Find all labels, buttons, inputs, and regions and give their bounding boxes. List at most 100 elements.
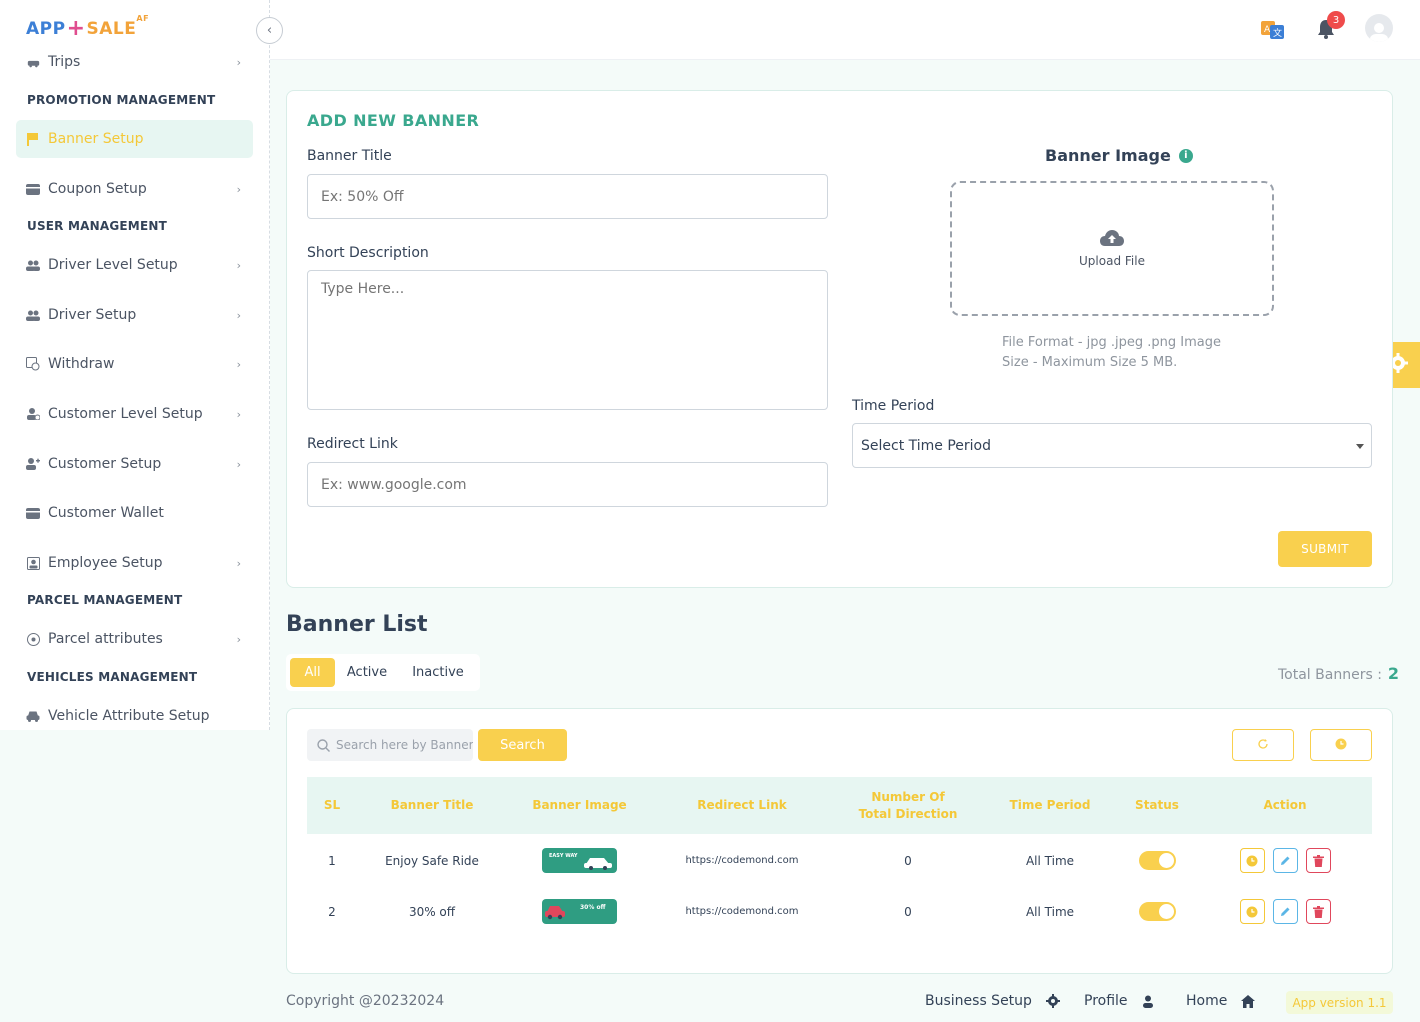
user-level-icon bbox=[26, 407, 40, 421]
upload-file-label: Upload File bbox=[1079, 254, 1145, 268]
sidebar-item-banner-setup[interactable]: Banner Setup bbox=[16, 120, 253, 158]
search-button[interactable]: Search bbox=[478, 729, 567, 761]
users-icon bbox=[26, 258, 40, 272]
person-icon bbox=[1142, 995, 1154, 1008]
thumbnail-text: 30% off bbox=[580, 904, 606, 911]
logo-superscript: AF bbox=[136, 14, 150, 23]
cell-status bbox=[1117, 886, 1197, 937]
time-period-value: Select Time Period bbox=[861, 437, 992, 454]
sidebar-item-customer-setup[interactable]: Customer Setup › bbox=[16, 445, 253, 483]
home-icon bbox=[1241, 994, 1256, 1008]
footer-business-setup-link[interactable]: Business Setup bbox=[925, 993, 1060, 1009]
sidebar-item-customer-wallet[interactable]: Customer Wallet bbox=[16, 494, 253, 532]
trash-icon bbox=[1312, 854, 1324, 867]
redirect-link-input[interactable] bbox=[307, 462, 828, 507]
cell-redirect-link[interactable]: https://codemond.com bbox=[685, 906, 799, 917]
sidebar-item-label: Coupon Setup bbox=[48, 181, 147, 197]
hint-line-1: File Format - jpg .jpeg .png Image bbox=[1002, 335, 1222, 350]
section-heading-user: USER MANAGEMENT bbox=[27, 219, 167, 233]
sidebar-item-trips[interactable]: Trips › bbox=[16, 44, 253, 80]
cell-redirect-link[interactable]: https://codemond.com bbox=[685, 855, 799, 866]
tab-all[interactable]: All bbox=[290, 658, 335, 687]
sidebar-item-customer-level-setup[interactable]: Customer Level Setup › bbox=[16, 395, 253, 433]
app-version-badge: App version 1.1 bbox=[1286, 991, 1393, 1014]
logo-text-sale: SALE bbox=[86, 18, 137, 39]
total-banners-count: 2 bbox=[1387, 664, 1400, 683]
footer-link-label: Business Setup bbox=[925, 993, 1032, 1009]
sidebar-item-label: Trips bbox=[48, 54, 81, 70]
sidebar-item-label: Driver Setup bbox=[48, 307, 137, 323]
chevron-right-icon: › bbox=[236, 556, 241, 570]
sidebar-item-label: Employee Setup bbox=[48, 555, 163, 571]
column-header-total-direction: Number Of Total Direction bbox=[858, 789, 958, 821]
sidebar-item-employee-setup[interactable]: Employee Setup › bbox=[16, 544, 253, 582]
car-icon bbox=[26, 709, 40, 723]
trash-icon bbox=[1312, 905, 1324, 918]
table-header: SL Banner Title Banner Image Redirect Li… bbox=[307, 777, 1372, 834]
column-header-action: Action bbox=[1263, 798, 1307, 812]
cell-time-period: All Time bbox=[1025, 904, 1075, 919]
info-icon[interactable]: i bbox=[1178, 148, 1193, 163]
gear-icon bbox=[1045, 994, 1060, 1008]
short-description-textarea[interactable] bbox=[307, 270, 828, 410]
car-illustration-icon bbox=[584, 858, 612, 870]
chevron-right-icon: › bbox=[236, 357, 241, 371]
column-header-banner-title: Banner Title bbox=[390, 798, 474, 812]
section-heading-vehicles: VEHICLES MANAGEMENT bbox=[27, 670, 198, 684]
logo-text-app: APP bbox=[26, 18, 66, 39]
search-placeholder: Search here by Banner bbox=[336, 738, 473, 752]
footer-profile-link[interactable]: Profile bbox=[1084, 993, 1154, 1009]
banner-thumbnail[interactable]: 30% off bbox=[542, 899, 617, 924]
clock-icon bbox=[1335, 738, 1347, 753]
edit-action-button[interactable] bbox=[1272, 848, 1298, 873]
delete-action-button[interactable] bbox=[1305, 848, 1331, 873]
history-action-button[interactable] bbox=[1239, 899, 1265, 924]
time-period-select[interactable]: Select Time Period bbox=[852, 423, 1372, 468]
status-toggle[interactable] bbox=[1138, 851, 1176, 870]
section-heading-parcel: PARCEL MANAGEMENT bbox=[27, 593, 183, 607]
banner-thumbnail[interactable]: EASY WAY bbox=[542, 848, 617, 873]
chevron-right-icon: › bbox=[236, 308, 241, 322]
sidebar-item-withdraw[interactable]: Withdraw › bbox=[16, 345, 253, 383]
tab-inactive[interactable]: Inactive bbox=[412, 665, 464, 680]
clock-icon bbox=[1246, 855, 1258, 866]
cell-total-direction: 0 bbox=[904, 904, 912, 919]
upload-file-dropzone[interactable]: Upload File bbox=[950, 181, 1274, 316]
banner-title-input[interactable] bbox=[307, 174, 828, 219]
submit-button[interactable]: SUBMIT bbox=[1278, 531, 1372, 567]
time-period-label: Time Period bbox=[852, 398, 935, 414]
wallet-icon bbox=[26, 506, 40, 520]
chevron-right-icon: › bbox=[236, 457, 241, 471]
section-heading-promotion: PROMOTION MANAGEMENT bbox=[27, 93, 216, 107]
sidebar-collapse-button[interactable]: ‹ bbox=[256, 17, 283, 44]
history-button[interactable] bbox=[1310, 729, 1372, 761]
red-car-illustration-icon bbox=[545, 906, 565, 920]
tab-active[interactable]: Active bbox=[346, 665, 388, 680]
sidebar-item-label: Driver Level Setup bbox=[48, 257, 178, 273]
sidebar-item-parcel-attributes[interactable]: Parcel attributes › bbox=[16, 620, 253, 658]
sidebar-item-coupon-setup[interactable]: Coupon Setup › bbox=[16, 170, 253, 208]
cell-status bbox=[1117, 835, 1197, 886]
footer-home-link[interactable]: Home bbox=[1186, 993, 1256, 1009]
sidebar-item-label: Vehicle Attribute Setup bbox=[48, 708, 210, 724]
pencil-icon bbox=[1281, 907, 1290, 916]
history-action-button[interactable] bbox=[1239, 848, 1265, 873]
file-format-hint: File Format - jpg .jpeg .png Image Size … bbox=[1002, 333, 1242, 373]
delete-action-button[interactable] bbox=[1305, 899, 1331, 924]
status-tabs: All Active Inactive bbox=[286, 654, 480, 691]
sidebar-item-vehicle-attribute-setup[interactable]: Vehicle Attribute Setup bbox=[16, 697, 253, 735]
cell-actions bbox=[1215, 886, 1355, 937]
status-toggle[interactable] bbox=[1138, 902, 1176, 921]
sidebar-item-driver-level-setup[interactable]: Driver Level Setup › bbox=[16, 246, 253, 284]
sidebar-item-driver-setup[interactable]: Driver Setup › bbox=[16, 296, 253, 334]
refresh-button[interactable] bbox=[1232, 729, 1294, 761]
user-avatar[interactable] bbox=[1365, 14, 1393, 42]
edit-action-button[interactable] bbox=[1272, 899, 1298, 924]
copyright-text: Copyright @20232024 bbox=[286, 993, 445, 1009]
svg-text:A: A bbox=[1264, 25, 1271, 35]
search-input[interactable]: Search here by Banner bbox=[307, 729, 473, 761]
app-logo[interactable]: APP + SALE AF bbox=[26, 14, 150, 41]
column-header-redirect-link: Redirect Link bbox=[697, 798, 787, 812]
